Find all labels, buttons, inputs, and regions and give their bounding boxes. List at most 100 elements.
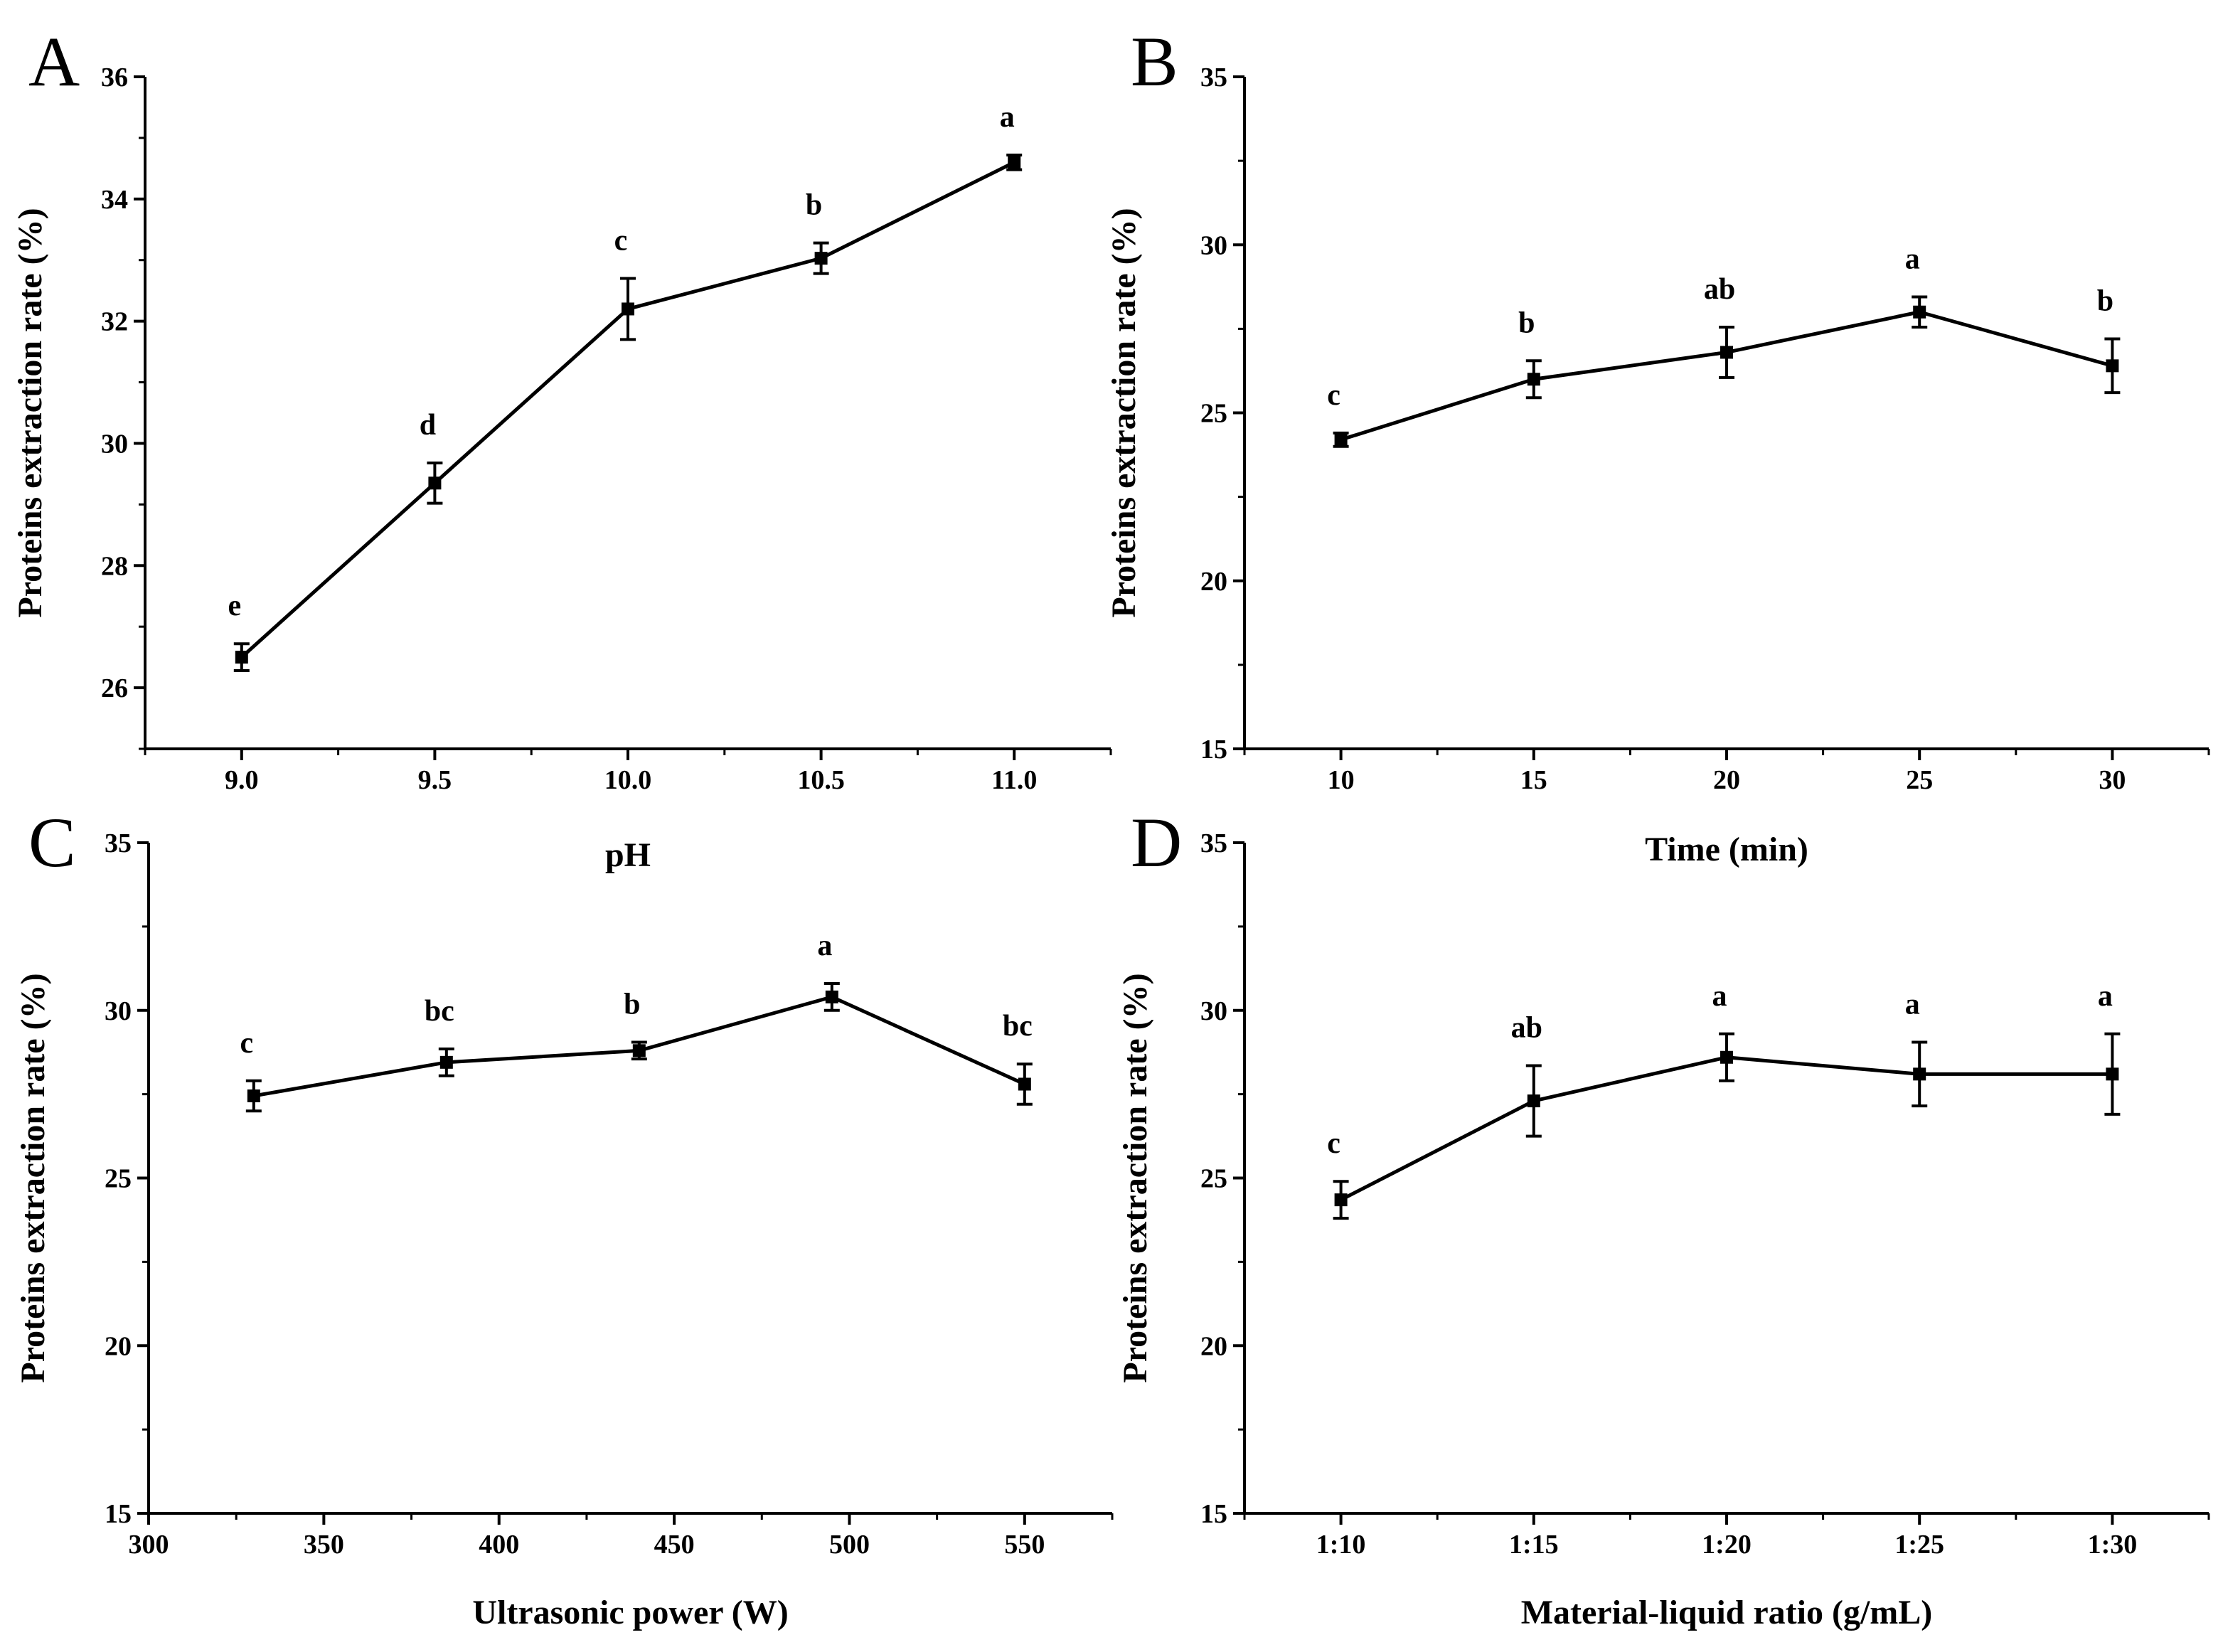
x-tick-label: 1:25 [1894, 1530, 1944, 1560]
data-point [1720, 346, 1733, 359]
y-tick-label: 25 [1200, 399, 1227, 429]
significance-label: bc [1003, 1010, 1033, 1043]
x-tick-label: 450 [654, 1530, 695, 1560]
x-tick-label: 25 [1906, 765, 1933, 795]
y-tick-label: 30 [101, 429, 128, 459]
data-point [1334, 1193, 1348, 1207]
x-axis-label: Material-liquid ratio (g/mL) [1521, 1594, 1933, 1631]
significance-label: a [1712, 980, 1727, 1013]
x-tick-label: 1:20 [1702, 1530, 1752, 1560]
x-tick-label: 1:10 [1316, 1530, 1366, 1560]
data-point [1720, 1050, 1733, 1064]
y-axis-label: Proteins extraction rate (%) [1105, 208, 1143, 617]
data-point [1018, 1077, 1031, 1091]
y-tick-label: 35 [105, 828, 132, 858]
y-tick-label: 36 [101, 63, 128, 92]
data-point [622, 302, 634, 316]
data-point [814, 252, 828, 265]
data-point [247, 1089, 260, 1102]
data-point [1913, 1067, 1926, 1081]
y-tick-label: 35 [1200, 828, 1227, 858]
significance-label: b [624, 988, 640, 1021]
significance-label: ab [1704, 273, 1735, 306]
x-tick-label: 11.0 [991, 765, 1037, 795]
series-line [240, 161, 1015, 659]
data-point [2106, 359, 2119, 373]
significance-label: c [1327, 1127, 1340, 1160]
significance-label: b [806, 189, 822, 222]
y-tick-label: 35 [1200, 63, 1227, 92]
data-point [428, 476, 442, 490]
x-tick-label: 9.0 [225, 765, 259, 795]
x-tick-label: 30 [2099, 765, 2126, 795]
panel-letter: D [1131, 803, 1182, 882]
significance-label: c [614, 225, 628, 257]
data-point [1334, 433, 1348, 447]
data-point [632, 1044, 646, 1057]
y-tick-label: 15 [1200, 1499, 1227, 1529]
data-point [1527, 1094, 1540, 1108]
data-point [439, 1055, 453, 1069]
x-tick-label: 10.5 [797, 765, 845, 795]
significance-label: b [1518, 307, 1535, 339]
x-tick-label: 10.0 [604, 765, 652, 795]
y-axis-label: Proteins extraction rate (%) [11, 208, 49, 617]
data-point [825, 990, 838, 1003]
x-tick-label: 1:15 [1509, 1530, 1559, 1560]
x-tick-label: 300 [129, 1530, 169, 1560]
y-tick-label: 25 [105, 1164, 132, 1194]
significance-label: bc [425, 995, 454, 1028]
y-tick-label: 15 [105, 1499, 132, 1529]
x-tick-label: 500 [829, 1530, 870, 1560]
y-tick-label: 28 [101, 551, 128, 581]
y-tick-label: 20 [105, 1331, 132, 1361]
y-tick-label: 20 [1200, 1331, 1227, 1361]
y-axis-label: Proteins extraction rate (%) [1116, 973, 1154, 1382]
y-tick-label: 25 [1200, 1164, 1227, 1194]
x-tick-label: 1:30 [2088, 1530, 2138, 1560]
significance-label: c [240, 1027, 253, 1060]
y-tick-label: 30 [1200, 996, 1227, 1026]
x-tick-label: 9.5 [418, 765, 452, 795]
data-point [1008, 156, 1021, 169]
x-tick-label: 550 [1004, 1530, 1045, 1560]
panel-letter: B [1131, 22, 1178, 101]
data-point [2106, 1067, 2119, 1081]
y-tick-label: 15 [1200, 735, 1227, 764]
significance-label: a [817, 929, 832, 962]
data-point [1913, 305, 1926, 319]
x-tick-label: 20 [1713, 765, 1740, 795]
significance-label: a [1905, 988, 1920, 1021]
significance-label: a [1905, 243, 1920, 275]
y-tick-label: 32 [101, 307, 128, 337]
panel-b: B 15 20 25 30 35 10 15 20 25 30 Proteins extraction… [1105, 22, 2210, 868]
panel-letter: A [28, 22, 80, 101]
y-axis-label: Proteins extraction rate (%) [14, 973, 52, 1382]
y-tick-label: 30 [1200, 230, 1227, 260]
data-point [235, 651, 248, 664]
x-axis-label: Ultrasonic power (W) [472, 1594, 788, 1631]
significance-label: d [420, 409, 436, 442]
y-tick-label: 34 [101, 185, 128, 215]
panel-letter: C [28, 803, 76, 882]
y-tick-label: 26 [101, 673, 128, 703]
panel-c: C 15 20 25 30 35 300 350 400 450 500 550 Proteins ex… [14, 803, 1114, 1631]
x-tick-label: 10 [1328, 765, 1355, 795]
significance-label: b [2097, 285, 2113, 318]
significance-label: ab [1511, 1012, 1542, 1045]
significance-label: a [2098, 980, 2113, 1013]
significance-label: e [228, 590, 241, 622]
significance-label: c [1327, 379, 1340, 412]
x-tick-label: 350 [304, 1530, 344, 1560]
panel-a: A 26 28 30 32 34 36 9.0 9.5 10.0 10.5 11.0 Proteins … [11, 22, 1112, 874]
data-point [1527, 373, 1540, 386]
significance-label: a [1000, 101, 1015, 134]
x-tick-label: 400 [479, 1530, 519, 1560]
x-tick-label: 15 [1520, 765, 1547, 795]
panel-d: D 15 20 25 30 35 1:10 1:15 1:20 1:25 1:30 Proteins … [1116, 803, 2210, 1631]
y-tick-label: 20 [1200, 567, 1227, 597]
x-axis-label: Time (min) [1645, 831, 1808, 868]
y-tick-label: 30 [105, 996, 132, 1026]
x-axis-label: pH [605, 836, 651, 874]
